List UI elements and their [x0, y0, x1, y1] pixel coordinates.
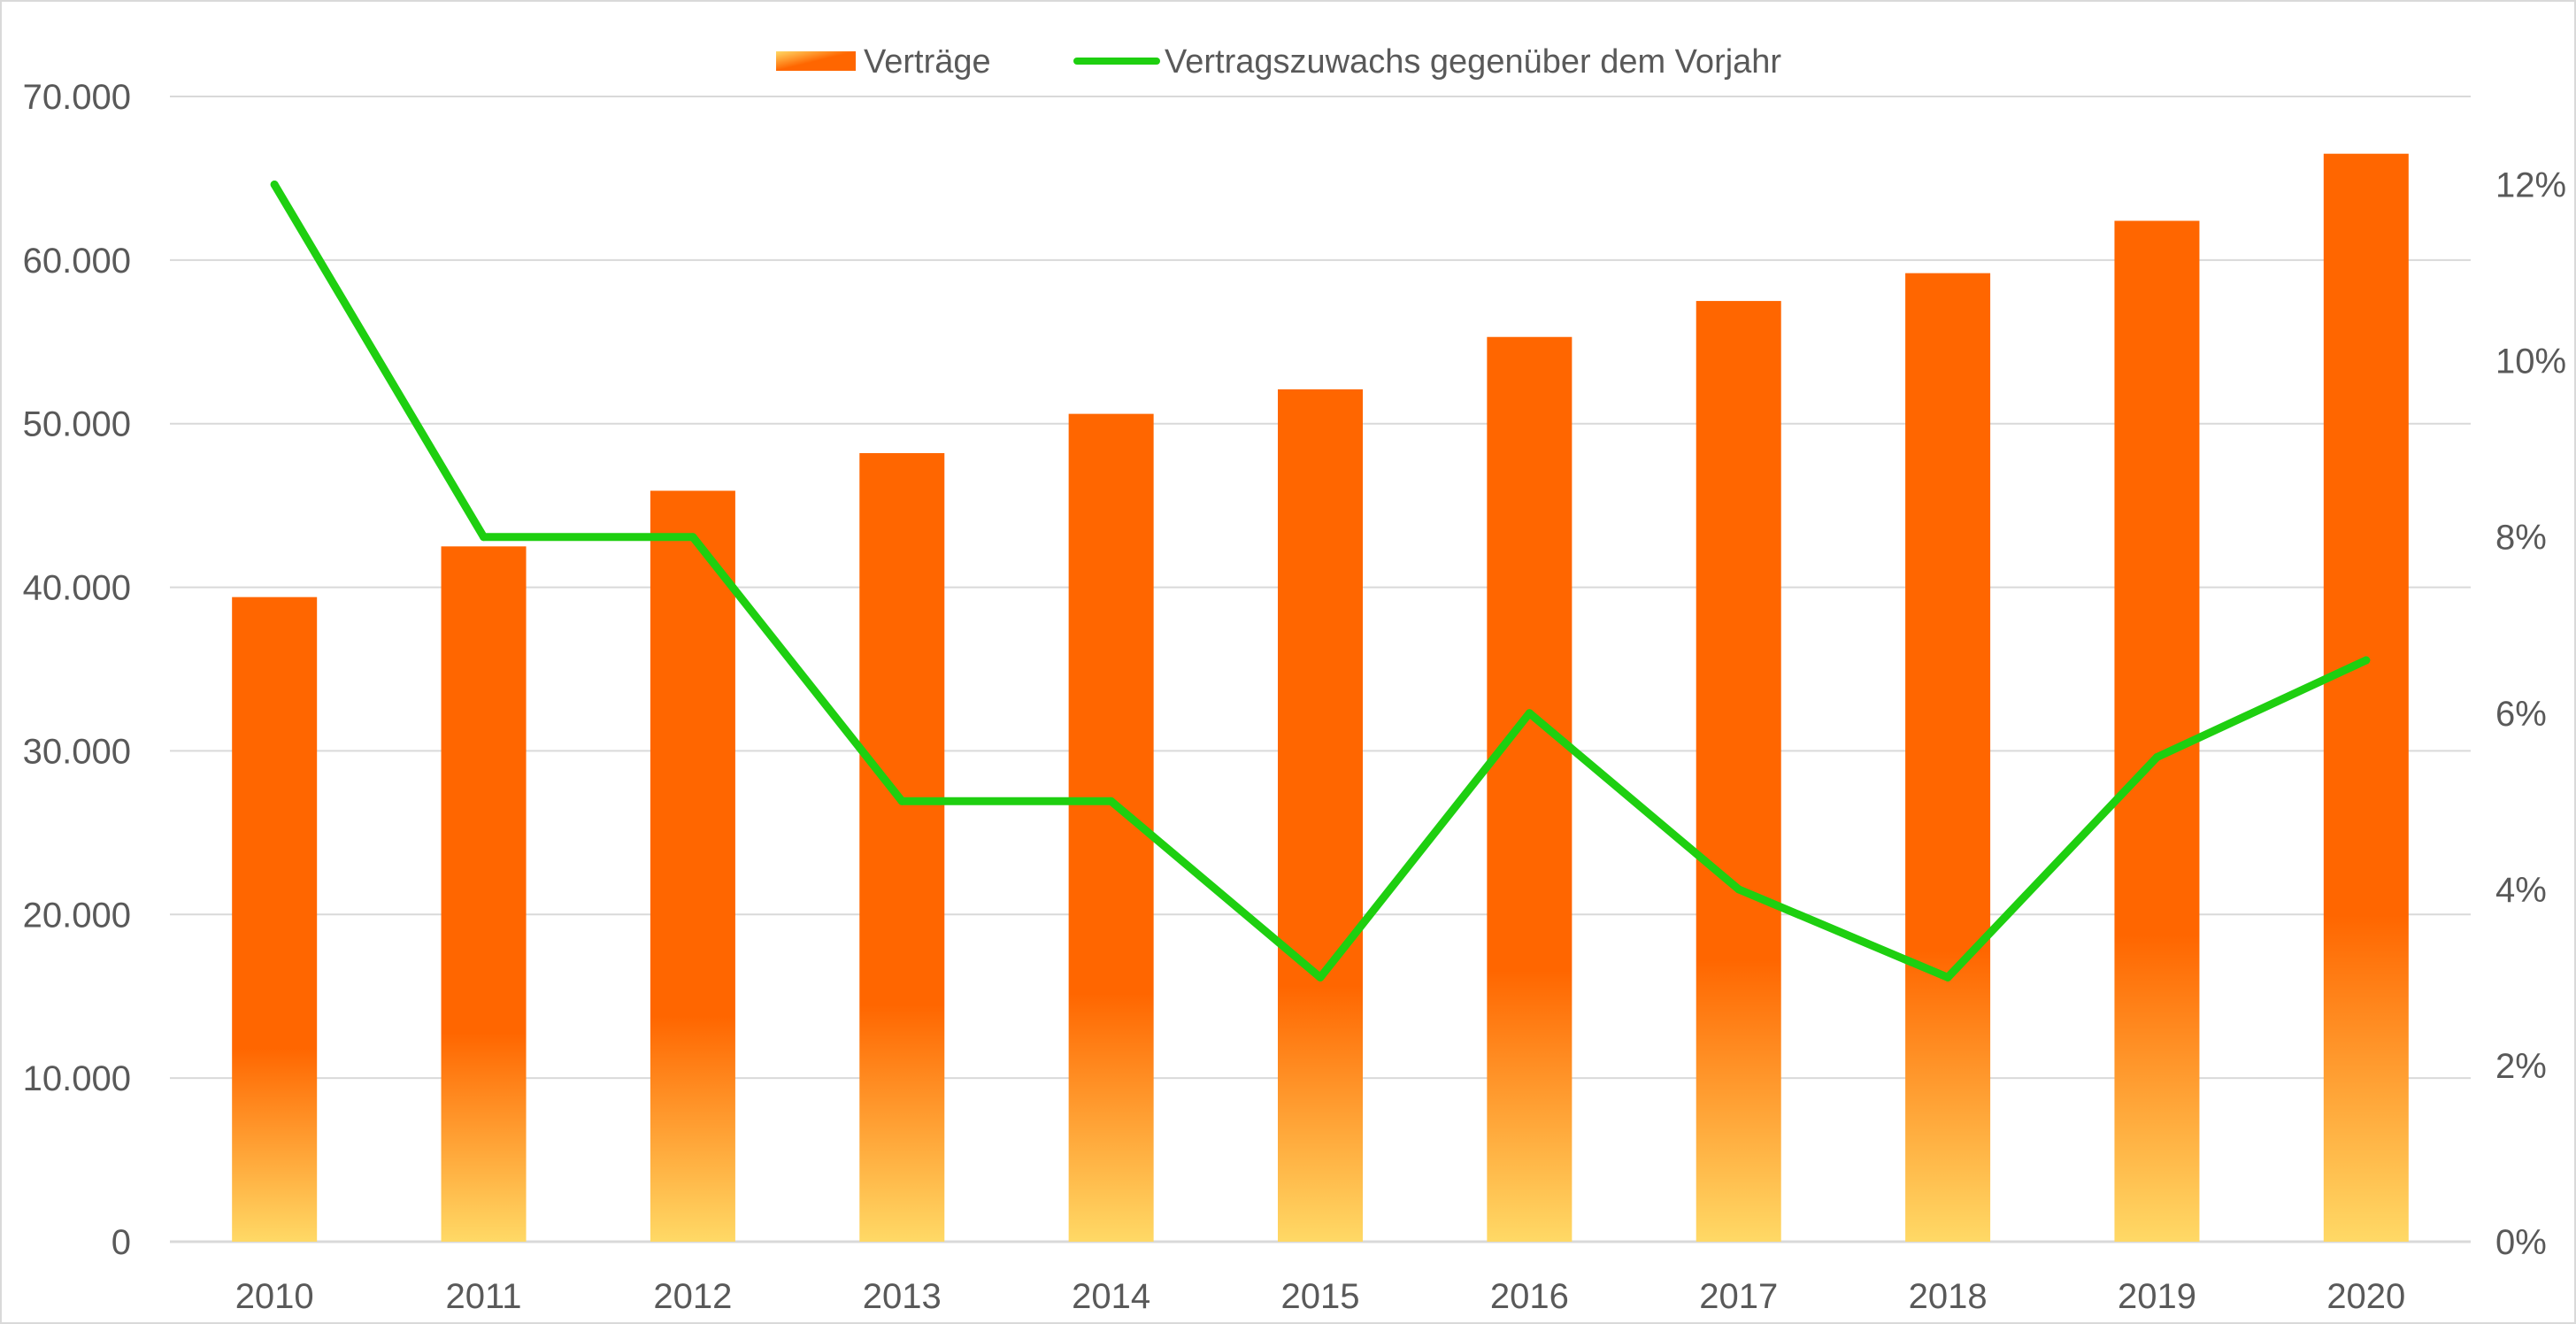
bar-vertraege-2013 — [859, 452, 945, 1242]
right-axis-tick-label: 12% — [2495, 166, 2566, 205]
point-vertragszuwachs-2015 — [1316, 973, 1325, 981]
left-axis-tick-label: 60.000 — [23, 242, 131, 281]
right-axis-tick-label: 0% — [2495, 1223, 2547, 1262]
point-vertragszuwachs-2018 — [1943, 973, 1952, 981]
bar-series-vertraege — [232, 153, 2409, 1243]
legend-label-vertraege: Verträge — [864, 43, 991, 81]
point-vertragszuwachs-2011 — [480, 533, 488, 542]
x-axis-tick-label: 2016 — [1490, 1277, 1569, 1316]
point-vertragszuwachs-2017 — [1734, 885, 1743, 894]
bar-vertraege-2020 — [2323, 153, 2409, 1243]
right-axis-tick-label: 8% — [2495, 519, 2547, 558]
bar-vertraege-2019 — [2114, 220, 2200, 1242]
x-axis-tick-label: 2018 — [1909, 1277, 1988, 1316]
bar-vertraege-2017 — [1696, 301, 1781, 1243]
left-axis-tick-label: 20.000 — [23, 896, 131, 935]
right-axis-tick-label: 6% — [2495, 695, 2547, 734]
line-series-vertragszuwachs — [270, 181, 2371, 981]
x-axis-tick-label: 2014 — [1072, 1277, 1150, 1316]
bar-vertraege-2010 — [232, 597, 318, 1242]
right-axis-tick-label: 10% — [2495, 343, 2566, 381]
bar-vertraege-2015 — [1278, 389, 1363, 1242]
point-vertragszuwachs-2020 — [2362, 656, 2371, 665]
point-vertragszuwachs-2012 — [688, 533, 697, 542]
bar-vertraege-2016 — [1487, 336, 1573, 1242]
right-axis-tick-label: 2% — [2495, 1047, 2547, 1086]
bar-vertraege-2012 — [650, 490, 735, 1242]
left-axis-tick-label: 40.000 — [23, 569, 131, 608]
x-axis-tick-label: 2012 — [653, 1277, 732, 1316]
left-axis-tick-label: 70.000 — [23, 78, 131, 117]
x-axis-tick-label: 2019 — [2118, 1277, 2196, 1316]
legend-label-vertragszuwachs: Vertragszuwachs gegenüber dem Vorjahr — [1165, 43, 1781, 81]
left-axis-tick-label: 30.000 — [23, 732, 131, 771]
right-axis-tick-label: 4% — [2495, 871, 2547, 910]
x-axis-tick-label: 2013 — [863, 1277, 942, 1316]
x-axis-tick-label: 2011 — [446, 1277, 522, 1316]
point-vertragszuwachs-2013 — [897, 797, 906, 805]
point-vertragszuwachs-2016 — [1525, 709, 1534, 718]
left-axis-tick-label: 0 — [111, 1223, 131, 1262]
right-y-axis: 0% 2% 4% 6% 8% 10% 12% — [2495, 166, 2566, 1262]
left-axis-tick-label: 50.000 — [23, 405, 131, 444]
x-axis: 2010 2011 2012 2013 2014 2015 2016 2017 2018 2019… — [235, 1277, 2406, 1316]
legend: Verträge Vertragszuwachs gegenüber dem V… — [776, 43, 1781, 81]
bar-vertraege-2011 — [441, 546, 527, 1242]
point-vertragszuwachs-2019 — [2152, 753, 2161, 762]
point-vertragszuwachs-2014 — [1107, 797, 1116, 805]
x-axis-tick-label: 2015 — [1281, 1277, 1360, 1316]
x-axis-tick-label: 2017 — [1699, 1277, 1778, 1316]
x-axis-tick-label: 2020 — [2326, 1277, 2405, 1316]
legend-swatch-vertraege — [776, 51, 856, 71]
x-axis-tick-label: 2010 — [235, 1277, 314, 1316]
left-y-axis: 0 10.000 20.000 30.000 40.000 50.000 60.000 70.… — [23, 78, 131, 1262]
point-vertragszuwachs-2010 — [270, 181, 279, 189]
bar-vertraege-2018 — [1905, 273, 1991, 1242]
left-axis-tick-label: 10.000 — [23, 1059, 131, 1098]
